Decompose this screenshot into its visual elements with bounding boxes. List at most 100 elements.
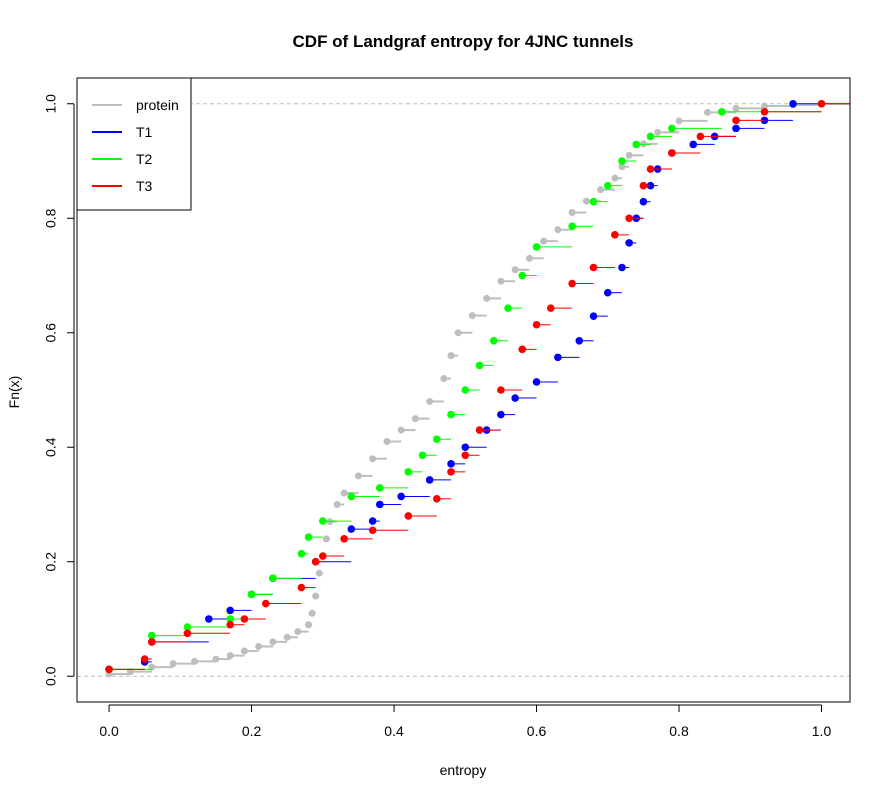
T3-point-20 bbox=[546, 304, 555, 312]
T1-point-34 bbox=[789, 99, 797, 108]
protein-point-31 bbox=[483, 294, 491, 302]
T2-point-26 bbox=[646, 132, 655, 141]
T3-point-16 bbox=[475, 426, 484, 434]
T3-point-3 bbox=[183, 629, 192, 638]
T3-point-7 bbox=[297, 583, 306, 592]
x-tick-label-5: 1.0 bbox=[812, 723, 832, 739]
protein-point-38 bbox=[582, 197, 590, 205]
T2-point-7 bbox=[304, 533, 313, 541]
T1-point-14 bbox=[461, 443, 470, 452]
protein-point-4 bbox=[191, 657, 199, 665]
T2-point-28 bbox=[717, 107, 726, 116]
protein-point-29 bbox=[454, 329, 462, 337]
T2-point-24 bbox=[618, 157, 626, 165]
T3-point-27 bbox=[668, 149, 676, 157]
T2-point-8 bbox=[318, 517, 327, 525]
protein-point-5 bbox=[212, 655, 220, 663]
T2-point-10 bbox=[375, 484, 384, 492]
x-axis-label: entropy bbox=[440, 762, 487, 778]
T2-point-25 bbox=[632, 140, 641, 149]
protein-point-22 bbox=[369, 455, 377, 463]
legend-item-protein: protein bbox=[92, 97, 179, 113]
protein-point-21 bbox=[354, 472, 362, 480]
T3-point-9 bbox=[318, 552, 327, 560]
T2-point-23 bbox=[603, 181, 612, 190]
protein-point-46 bbox=[704, 108, 712, 116]
T1-point-12 bbox=[425, 476, 434, 484]
legend-item-T1: T1 bbox=[92, 124, 153, 140]
T3-point-13 bbox=[432, 494, 441, 503]
series-T3 bbox=[105, 99, 850, 674]
protein-point-35 bbox=[540, 237, 548, 245]
legend-box bbox=[76, 77, 192, 211]
T3-point-18 bbox=[518, 345, 527, 354]
T2-point-13 bbox=[432, 435, 441, 444]
T2-point-27 bbox=[668, 124, 676, 133]
T2-point-4 bbox=[247, 590, 256, 599]
T2-point-20 bbox=[532, 243, 541, 251]
protein-point-10 bbox=[283, 633, 291, 641]
y-tick-label-4: 0.8 bbox=[43, 208, 59, 228]
protein-point-42 bbox=[625, 151, 633, 159]
T1-point-26 bbox=[639, 197, 648, 206]
legend-item-T2: T2 bbox=[92, 151, 153, 167]
legend-label-T1: T1 bbox=[136, 124, 153, 140]
T3-point-28 bbox=[696, 132, 705, 141]
T1-point-4 bbox=[226, 606, 234, 615]
T3-point-2 bbox=[148, 638, 156, 646]
protein-point-19 bbox=[333, 500, 341, 508]
T2-point-22 bbox=[589, 197, 598, 206]
protein-point-7 bbox=[240, 647, 248, 655]
protein-point-40 bbox=[611, 174, 619, 182]
y-tick-label-1: 0.2 bbox=[43, 552, 59, 572]
protein-point-2 bbox=[148, 663, 156, 671]
x-tick-label-3: 0.6 bbox=[527, 723, 547, 739]
T1-point-17 bbox=[511, 394, 519, 402]
protein-point-34 bbox=[525, 254, 533, 262]
protein-point-39 bbox=[597, 186, 605, 194]
protein-point-6 bbox=[226, 652, 234, 660]
T3-point-26 bbox=[646, 165, 655, 173]
T3-point-21 bbox=[568, 279, 576, 288]
protein-point-8 bbox=[255, 642, 263, 650]
T1-point-30 bbox=[689, 140, 698, 149]
T3-point-11 bbox=[368, 526, 377, 535]
protein-point-37 bbox=[568, 209, 576, 217]
T2-point-12 bbox=[418, 451, 427, 460]
protein-point-41 bbox=[618, 163, 626, 171]
T2-point-11 bbox=[404, 468, 413, 476]
T1-point-11 bbox=[397, 492, 405, 501]
T2-point-17 bbox=[489, 336, 498, 345]
T1-point-32 bbox=[732, 124, 740, 133]
protein-point-14 bbox=[312, 592, 320, 600]
T3-point-31 bbox=[817, 99, 826, 108]
T2-point-19 bbox=[518, 271, 527, 280]
T3-point-14 bbox=[447, 468, 455, 476]
protein-point-48 bbox=[761, 102, 769, 110]
protein-point-12 bbox=[305, 621, 313, 629]
T1-point-13 bbox=[447, 460, 455, 468]
T3-point-0 bbox=[105, 665, 113, 674]
T3-point-1 bbox=[140, 655, 149, 663]
T3-point-8 bbox=[311, 557, 320, 566]
y-tick-label-2: 0.4 bbox=[43, 437, 59, 457]
protein-point-24 bbox=[397, 426, 405, 434]
T3-point-12 bbox=[404, 512, 413, 520]
protein-point-27 bbox=[440, 375, 448, 383]
protein-point-25 bbox=[411, 415, 419, 423]
plot-frame bbox=[76, 77, 851, 703]
T1-point-3 bbox=[205, 615, 213, 623]
T2-point-21 bbox=[568, 222, 576, 231]
T3-point-17 bbox=[497, 386, 505, 394]
T2-point-2 bbox=[183, 623, 192, 631]
T2-point-3 bbox=[226, 615, 234, 623]
x-tick-label-0: 0.0 bbox=[99, 723, 119, 739]
x-tick-label-4: 0.8 bbox=[669, 723, 689, 739]
series-T2 bbox=[105, 99, 850, 674]
T2-point-9 bbox=[347, 492, 356, 501]
T3-point-25 bbox=[639, 181, 648, 190]
protein-point-36 bbox=[554, 226, 562, 234]
T3-point-10 bbox=[340, 535, 348, 543]
T3-point-4 bbox=[226, 620, 234, 629]
